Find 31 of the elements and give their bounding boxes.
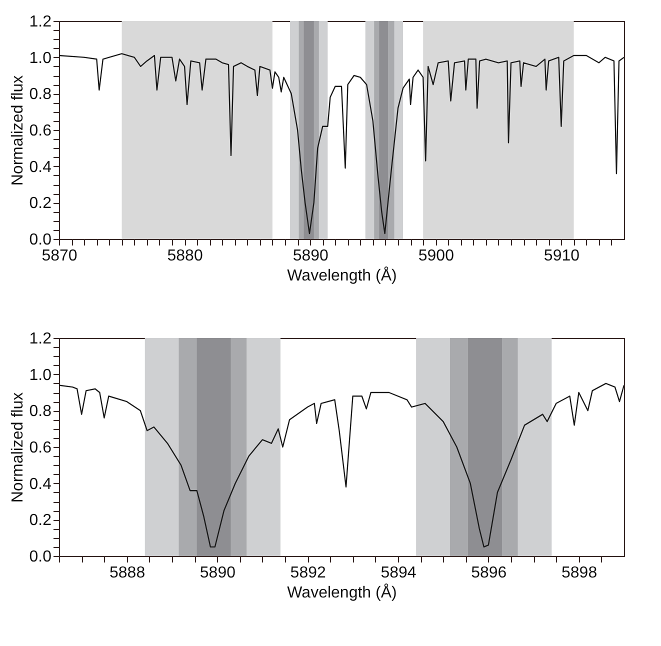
y-tick-label: 0.4	[29, 158, 52, 176]
y-tick-label: 0.6	[29, 440, 52, 456]
line-series	[59, 382, 624, 548]
x-axis-title: Wavelength (Å)	[287, 266, 397, 284]
x-tick-label: 5910	[544, 248, 580, 264]
x-tick-label: 5894	[380, 564, 416, 582]
y-tick-label: 0.8	[29, 86, 52, 104]
x-tick-label: 5890	[292, 248, 329, 264]
x-tick-label: 5888	[110, 564, 146, 582]
y-tick-label: 0.8	[29, 403, 52, 420]
x-tick-label: 5890	[200, 564, 236, 582]
x-axis-title: Wavelength (Å)	[287, 584, 397, 602]
y-tick-label: 1.0	[29, 366, 52, 384]
y-axis-title: Normalized flux	[9, 392, 26, 503]
y-tick-label: 0.6	[29, 122, 52, 140]
line-series	[59, 53, 624, 234]
x-tick-label: 5896	[471, 564, 507, 582]
y-tick-label: 1.2	[29, 330, 52, 348]
y-tick-label: 1.0	[29, 50, 52, 67]
y-tick-label: 0.2	[29, 512, 52, 530]
y-tick-label: 0.4	[29, 476, 52, 493]
x-tick-label: 5898	[562, 564, 598, 582]
x-tick-label: 5870	[42, 248, 78, 264]
y-axis-title: Normalized flux	[9, 75, 26, 186]
y-tick-label: 0.0	[29, 232, 52, 248]
y-tick-label: 1.2	[29, 14, 52, 30]
x-tick-label: 5880	[167, 248, 203, 264]
x-tick-label: 5900	[418, 248, 454, 264]
y-tick-label: 0.2	[29, 195, 52, 212]
x-tick-label: 5892	[290, 564, 326, 582]
y-tick-label: 0.0	[29, 548, 52, 566]
